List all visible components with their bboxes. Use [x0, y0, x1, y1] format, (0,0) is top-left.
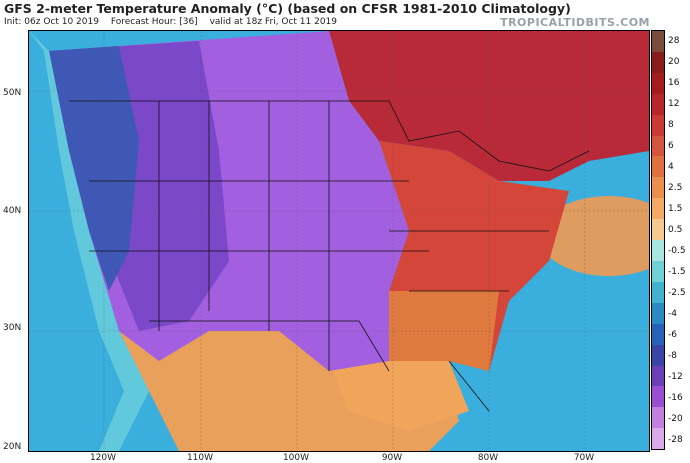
political-borders	[69, 100, 590, 412]
color-scale-label: -16	[668, 392, 683, 403]
color-scale-label: -1.5	[668, 266, 686, 277]
init-time: Init: 06z Oct 10 2019	[4, 17, 99, 27]
pacific-ocean	[29, 31, 124, 451]
color-scale-swatch	[652, 365, 664, 387]
color-scale-swatch	[652, 198, 664, 220]
color-scale-label: -28	[668, 434, 683, 445]
color-scale-label: -6	[668, 329, 677, 340]
color-scale-label: 4	[668, 161, 674, 172]
anomaly-map	[28, 30, 650, 452]
color-scale-swatch	[652, 156, 664, 178]
color-scale-label: 20	[668, 56, 680, 67]
lon-label-70w: 70W	[573, 453, 595, 463]
lon-label-90w: 90W	[381, 453, 403, 463]
map-subtitle: Init: 06z Oct 10 2019 Forecast Hour: [36…	[4, 17, 346, 27]
color-scale-swatch	[652, 428, 664, 450]
valid-time: valid at 18z Fri, Oct 11 2019	[209, 17, 338, 27]
color-scale-label: 2.5	[668, 182, 683, 193]
color-scale-swatch	[652, 135, 664, 157]
color-scale-bar	[651, 30, 665, 450]
color-scale-swatch	[652, 51, 664, 73]
color-scale-label: -12	[668, 371, 683, 382]
color-scale-swatch	[652, 344, 664, 366]
lat-label-40n: 40N	[3, 206, 22, 216]
color-scale-swatch	[652, 407, 664, 429]
southeast-warm-anomaly	[389, 291, 499, 371]
color-scale-label: 1.5	[668, 203, 683, 214]
color-scale-swatch	[652, 72, 664, 94]
forecast-hour: Forecast Hour: [36]	[110, 17, 198, 27]
color-scale-swatch	[652, 114, 664, 136]
color-scale-swatch	[652, 177, 664, 199]
color-scale-label: 6	[668, 140, 674, 151]
atlantic-warm-anomaly	[539, 196, 649, 276]
lat-label-20n: 20N	[3, 442, 22, 452]
color-scale-label: -20	[668, 413, 683, 424]
color-scale-swatch	[652, 302, 664, 324]
color-scale-swatch	[652, 93, 664, 115]
canada-warm-anomaly	[329, 31, 649, 181]
color-scale-label: -4	[668, 308, 677, 319]
color-scale-label: 0.5	[668, 224, 683, 235]
color-scale-label: 8	[668, 119, 674, 130]
lat-label-50n: 50N	[3, 88, 22, 98]
gulf-warm-anomaly	[329, 361, 469, 431]
lon-label-100w: 100W	[282, 453, 310, 463]
west-cold-anomaly	[49, 46, 139, 291]
lon-label-120w: 120W	[89, 453, 117, 463]
lon-label-110w: 110W	[186, 453, 214, 463]
lon-label-80w: 80W	[477, 453, 499, 463]
color-scale-label: 16	[668, 77, 680, 88]
color-scale-label: -8	[668, 350, 677, 361]
color-scale-label: 12	[668, 98, 680, 109]
color-scale-label: 28	[668, 35, 680, 46]
color-scale-swatch	[652, 281, 664, 303]
color-scale-swatch	[652, 31, 664, 52]
map-canvas	[29, 31, 649, 451]
color-scale-label: -0.5	[668, 245, 686, 256]
color-scale-swatch	[652, 260, 664, 282]
color-scale-swatch	[652, 240, 664, 261]
color-scale-swatch	[652, 323, 664, 345]
lat-label-30n: 30N	[3, 323, 22, 333]
brand-watermark: TROPICALTIDBITS.COM	[500, 16, 650, 29]
color-scale-swatch	[652, 386, 664, 408]
map-title: GFS 2-meter Temperature Anomaly (°C) (ba…	[4, 1, 571, 16]
color-scale-label: -2.5	[668, 287, 686, 298]
color-scale-swatch	[652, 219, 664, 241]
